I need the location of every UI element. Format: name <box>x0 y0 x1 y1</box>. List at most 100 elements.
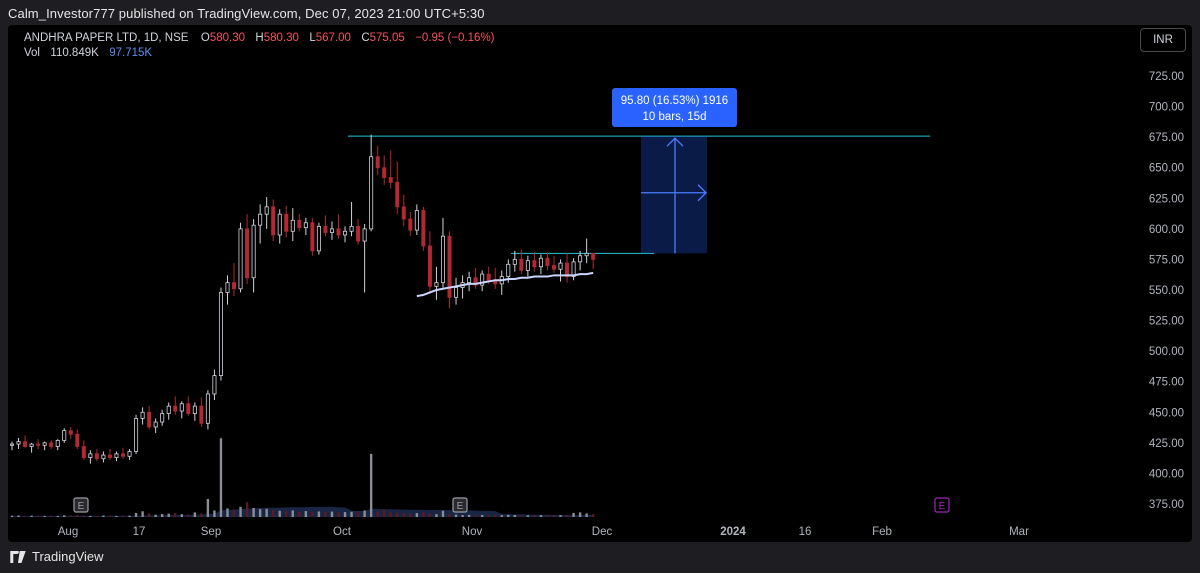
volume-bar <box>36 515 40 517</box>
candle <box>538 254 543 275</box>
candle <box>473 267 478 289</box>
candle-body <box>323 226 328 233</box>
candle-body <box>558 262 563 270</box>
price-chart[interactable]: 95.80 (16.53%) 1916 10 bars, 15d 725.00 70… <box>8 25 1192 542</box>
candle-body <box>75 433 80 447</box>
volume-bar <box>134 512 138 517</box>
chart-panel[interactable]: 95.80 (16.53%) 1916 10 bars, 15d 725.00 70… <box>8 25 1192 542</box>
volume-bar <box>317 511 321 517</box>
candle-body <box>134 417 139 452</box>
volume-bar <box>324 511 327 517</box>
low-value: 567.00 <box>315 32 351 44</box>
measure-label-box <box>612 88 737 127</box>
candle <box>578 250 583 271</box>
volume-bar <box>63 515 66 517</box>
candle-body <box>349 226 354 232</box>
price-axis[interactable]: 725.00 700.00 675.00 650.00 625.00 600.00 575.… <box>1149 71 1184 511</box>
symbol-label: ANDHRA PAPER LTD, 1D, NSE <box>24 32 189 44</box>
volume-bar <box>141 511 144 517</box>
ma-line <box>416 271 594 298</box>
volume-bar <box>285 511 288 517</box>
volume-bar <box>591 514 595 517</box>
candle <box>127 448 132 460</box>
volume-label: Vol <box>24 47 40 59</box>
volume-bar <box>520 515 523 517</box>
candle-body <box>551 265 556 270</box>
volume-bar <box>448 514 451 517</box>
candle-body <box>297 219 302 229</box>
candle-body <box>127 451 132 457</box>
time-axis[interactable]: Aug 17 Sep Oct Nov Dec 2024 16 Feb Mar <box>58 526 1029 538</box>
y-tick-label: 400.00 <box>1149 468 1184 480</box>
candle <box>591 252 596 270</box>
volume-bar <box>76 515 79 517</box>
volume-bar <box>167 513 170 517</box>
earnings-box <box>452 497 468 513</box>
y-tick-label: 525.00 <box>1149 316 1184 328</box>
candle <box>427 231 432 293</box>
candle-body <box>199 405 204 424</box>
candle <box>62 428 67 443</box>
volume-bar <box>49 515 53 517</box>
x-tick-label: Dec <box>592 526 613 538</box>
candle-body <box>68 430 73 435</box>
close-label: C <box>361 32 370 44</box>
volume-bar <box>507 514 510 517</box>
earnings-marker: E <box>934 497 950 513</box>
candle <box>114 451 119 462</box>
candle <box>447 231 452 309</box>
moving-average <box>416 271 594 298</box>
candle-body <box>408 218 413 231</box>
candle <box>199 397 204 427</box>
candle <box>88 450 93 464</box>
candle-body <box>447 235 452 298</box>
candle <box>166 402 171 420</box>
volume-bar <box>330 511 334 517</box>
y-tick-label: 575.00 <box>1149 254 1184 266</box>
earnings-box <box>73 497 89 513</box>
candle-body <box>88 453 93 458</box>
volume-ma-value: 97.715K <box>109 47 153 59</box>
candle-body <box>245 228 250 279</box>
candle <box>525 255 530 277</box>
volume-bar <box>369 453 373 517</box>
candle-body <box>232 282 237 290</box>
volume-bar <box>265 508 268 517</box>
candle <box>329 221 334 240</box>
candle <box>297 214 302 232</box>
price-range-measure[interactable]: 95.80 (16.53%) 1916 10 bars, 15d <box>612 88 737 254</box>
volume-bar <box>187 514 190 517</box>
volume-bar <box>304 511 308 517</box>
volume-bar <box>461 515 464 517</box>
candle <box>388 150 393 189</box>
low-label: L <box>309 32 316 44</box>
x-tick-label: Feb <box>872 526 892 538</box>
measure-label-line1: 95.80 (16.53%) 1916 <box>621 95 728 107</box>
volume-bar <box>43 515 46 517</box>
currency-button[interactable]: INR <box>1140 28 1186 52</box>
volume-bar <box>337 512 340 517</box>
candle <box>395 161 400 215</box>
volume-bar <box>376 511 379 517</box>
x-tick-label: 16 <box>799 526 812 538</box>
change-value: −0.95 (−0.16%) <box>415 32 495 44</box>
y-tick-label: 475.00 <box>1149 377 1184 389</box>
y-tick-label: 500.00 <box>1149 346 1184 358</box>
candle-body <box>36 443 41 446</box>
candle <box>316 222 321 255</box>
candle <box>571 258 576 281</box>
candle <box>29 442 34 453</box>
volume-bar <box>10 515 14 517</box>
candle-body <box>545 257 550 266</box>
candle-body <box>427 245 432 287</box>
candle <box>218 287 223 381</box>
candle <box>212 369 217 401</box>
candle <box>140 407 145 425</box>
volume-bar <box>213 510 216 517</box>
x-tick-label: Oct <box>333 526 352 538</box>
candle <box>36 439 41 449</box>
footer-brand[interactable]: TradingView <box>10 549 104 564</box>
horizontal-lines[interactable] <box>348 135 930 254</box>
candle <box>440 217 445 288</box>
